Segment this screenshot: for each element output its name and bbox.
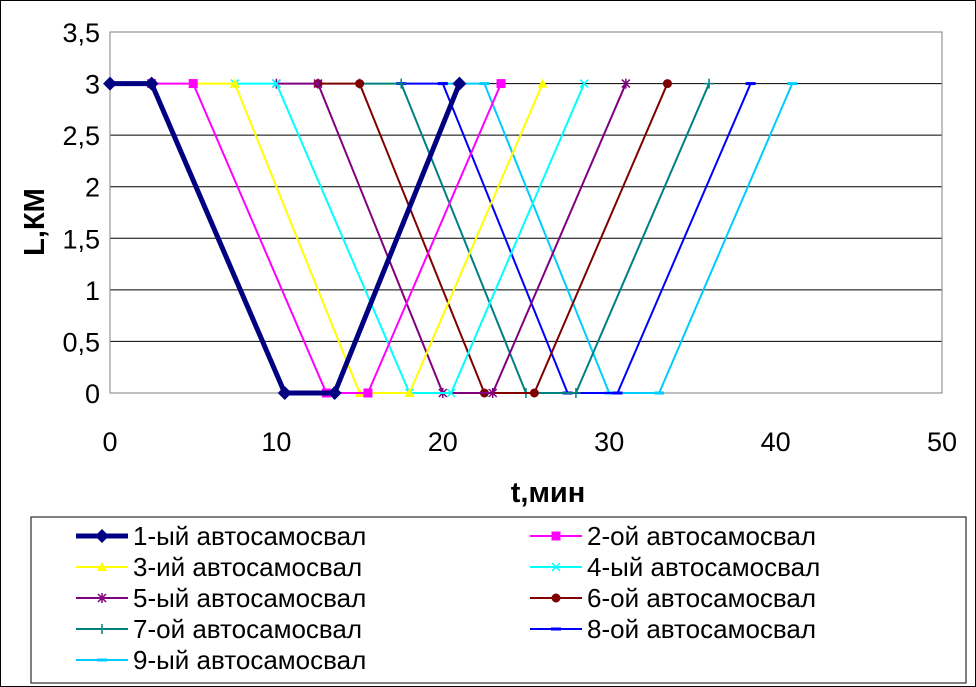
legend-box xyxy=(30,516,967,684)
y-tick-label: 0,5 xyxy=(62,327,100,357)
data-point-marker xyxy=(579,79,589,89)
y-tick-label: 0 xyxy=(85,379,100,409)
x-tick-label: 50 xyxy=(927,427,957,457)
x-tick-label: 40 xyxy=(761,427,791,457)
legend-item: 3-ий автосамосвал xyxy=(76,552,362,582)
data-point-marker xyxy=(452,76,467,91)
y-tick-label: 2,5 xyxy=(62,121,100,151)
data-point-marker xyxy=(97,562,107,571)
data-point-marker xyxy=(551,531,561,541)
legend-item: 1-ый автосамосвал xyxy=(76,521,366,551)
data-point-marker xyxy=(144,76,159,91)
data-point-marker xyxy=(103,76,117,91)
legend-item: 6-ой автосамосвал xyxy=(530,583,816,613)
data-point-marker xyxy=(529,388,539,398)
x-tick-label: 0 xyxy=(102,427,117,457)
data-point-marker xyxy=(229,78,240,88)
data-point-marker xyxy=(396,78,407,89)
legend-item: 5-ый автосамосвал xyxy=(76,583,366,613)
x-tick-label: 10 xyxy=(261,427,291,457)
data-point-marker xyxy=(551,562,561,572)
legend-item: 9-ый автосамосвал xyxy=(76,645,366,675)
data-point-marker xyxy=(97,624,107,634)
legend-label: 5-ый автосамосвал xyxy=(133,583,366,613)
x-tick-label: 20 xyxy=(428,427,458,457)
x-tick-label: 30 xyxy=(594,427,624,457)
data-point-marker xyxy=(95,529,109,543)
data-point-marker xyxy=(271,79,281,89)
data-point-marker xyxy=(97,593,107,603)
series-layer xyxy=(103,76,798,400)
series-1 xyxy=(103,76,467,400)
legend-item: 4-ый автосамосвал xyxy=(530,552,820,582)
data-point-marker xyxy=(363,388,373,398)
legend: 1-ый автосамосвал 2-ой автосамосвал 3-ий а… xyxy=(76,521,820,675)
legend-label: 9-ый автосамосвал xyxy=(133,645,366,675)
legend-label: 7-ой автосамосвал xyxy=(133,614,362,644)
legend-label: 2-ой автосамосвал xyxy=(587,521,816,551)
legend-item: 7-ой автосамосвал xyxy=(76,614,362,644)
legend-label: 3-ий автосамосвал xyxy=(133,552,362,582)
tick-labels: 0 0,5 1 1,5 2 2,5 3 3,5 0 10 20 30 40 50 xyxy=(62,18,957,457)
data-point-marker xyxy=(662,79,672,89)
data-point-marker xyxy=(446,388,456,398)
data-point-marker xyxy=(496,79,506,89)
y-tick-label: 1,5 xyxy=(62,224,100,254)
data-point-marker xyxy=(551,593,561,603)
data-point-marker xyxy=(570,388,581,398)
legend-item: 8-ой автосамосвал xyxy=(530,614,816,644)
data-point-marker xyxy=(313,78,323,89)
data-point-marker xyxy=(621,78,631,89)
legend-label: 8-ой автосамосвал xyxy=(587,614,816,644)
y-tick-label: 1 xyxy=(85,276,100,306)
x-axis-title: t,мин xyxy=(511,477,586,509)
data-point-marker xyxy=(188,79,198,89)
legend-label: 1-ый автосамосвал xyxy=(133,521,366,551)
y-axis-title: L,КМ xyxy=(19,188,51,256)
data-point-marker xyxy=(537,78,548,88)
data-point-marker xyxy=(704,78,715,89)
y-tick-label: 2 xyxy=(85,173,100,203)
legend-item: 2-ой автосамосвал xyxy=(530,521,816,551)
data-point-marker xyxy=(277,386,292,400)
legend-label: 6-ой автосамосвал xyxy=(587,583,816,613)
data-point-marker xyxy=(355,79,365,89)
data-point-marker xyxy=(488,388,498,398)
data-point-marker xyxy=(327,386,342,400)
data-point-marker xyxy=(404,388,415,397)
legend-label: 4-ый автосамосвал xyxy=(587,552,820,582)
y-tick-label: 3,5 xyxy=(62,18,100,48)
y-tick-label: 3 xyxy=(85,70,100,100)
